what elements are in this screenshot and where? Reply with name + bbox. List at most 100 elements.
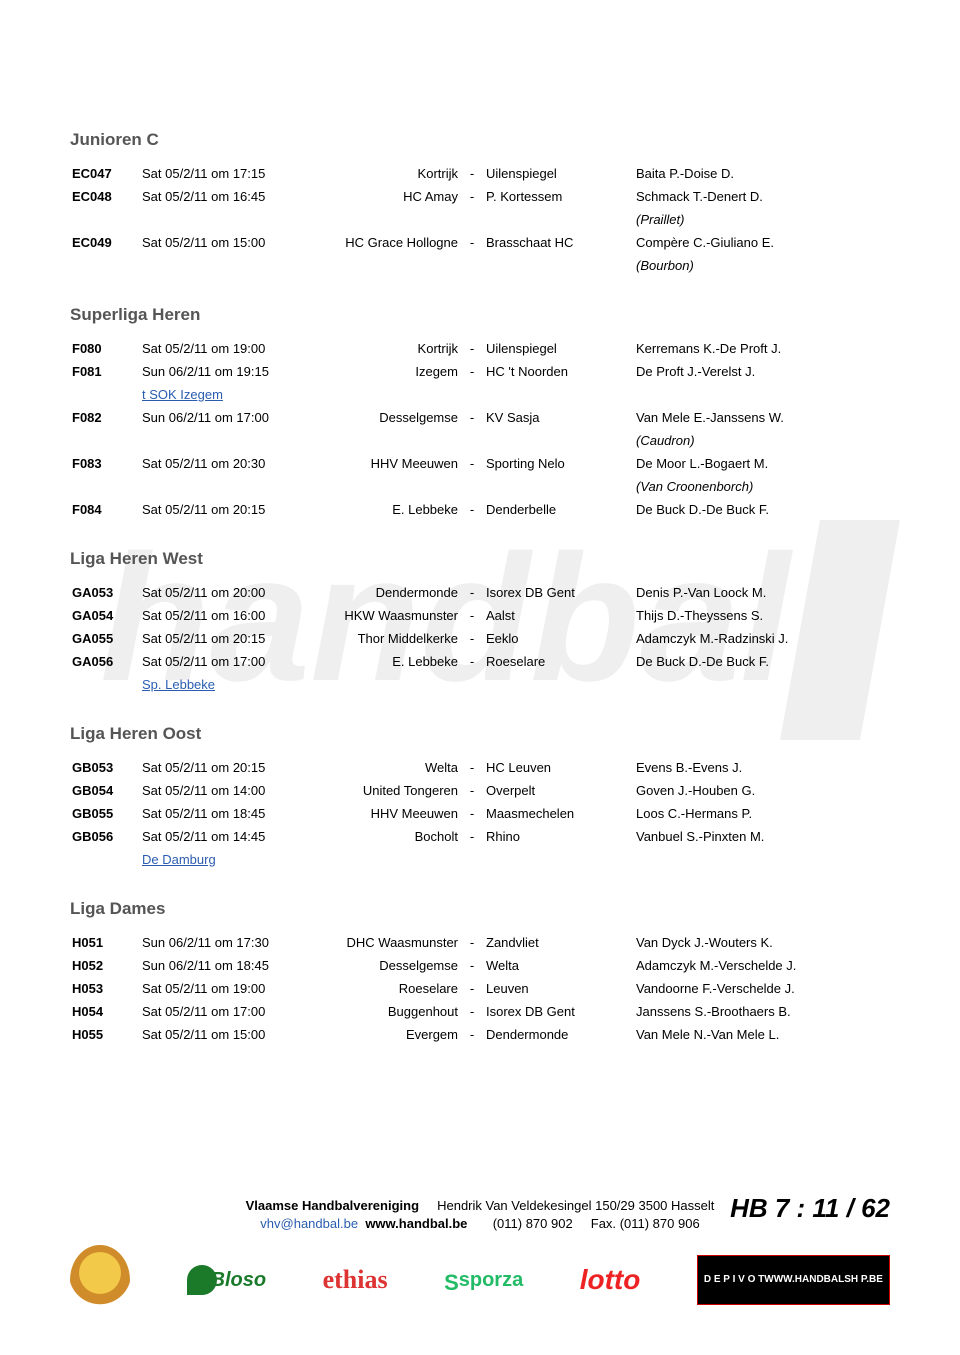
home-team: Desselgemse	[300, 406, 460, 429]
table-row: (Van Croonenborch)	[70, 475, 890, 498]
away-team	[484, 383, 634, 406]
separator	[460, 383, 484, 406]
match-code: H051	[70, 931, 140, 954]
match-datetime	[140, 475, 300, 498]
away-team: Isorex DB Gent	[484, 1000, 634, 1023]
separator: -	[460, 185, 484, 208]
match-datetime: Sun 06/2/11 om 19:15	[140, 360, 300, 383]
referees: Kerremans K.-De Proft J.	[634, 337, 890, 360]
separator: -	[460, 1023, 484, 1046]
separator: -	[460, 802, 484, 825]
away-team: Welta	[484, 954, 634, 977]
match-datetime	[140, 208, 300, 231]
match-code: EC049	[70, 231, 140, 254]
match-code: GB053	[70, 756, 140, 779]
match-code	[70, 208, 140, 231]
table-row: F082Sun 06/2/11 om 17:00Desselgemse-KV S…	[70, 406, 890, 429]
section-title: Liga Dames	[70, 899, 890, 919]
match-code: F083	[70, 452, 140, 475]
footer-email[interactable]: vhv@handbal.be	[260, 1216, 358, 1231]
referees: (Caudron)	[634, 429, 890, 452]
referees: Thijs D.-Theyssens S.	[634, 604, 890, 627]
table-row: GB054Sat 05/2/11 om 14:00United Tongeren…	[70, 779, 890, 802]
match-datetime: Sat 05/2/11 om 20:30	[140, 452, 300, 475]
home-team: Evergem	[300, 1023, 460, 1046]
away-team	[484, 475, 634, 498]
table-row: De Damburg	[70, 848, 890, 871]
match-code	[70, 429, 140, 452]
away-team: Brasschaat HC	[484, 231, 634, 254]
referees: De Proft J.-Verelst J.	[634, 360, 890, 383]
separator: -	[460, 231, 484, 254]
away-team: Leuven	[484, 977, 634, 1000]
away-team: Dendermonde	[484, 1023, 634, 1046]
separator: -	[460, 650, 484, 673]
separator	[460, 254, 484, 277]
sporza-logo: Ssporza	[444, 1255, 523, 1305]
footer-web[interactable]: www.handbal.be	[365, 1216, 467, 1231]
home-team: Welta	[300, 756, 460, 779]
match-code	[70, 673, 140, 696]
home-team: E. Lebbeke	[300, 498, 460, 521]
referees: Schmack T.-Denert D.	[634, 185, 890, 208]
ethias-logo: ethias	[323, 1255, 388, 1305]
away-team	[484, 429, 634, 452]
referees	[634, 848, 890, 871]
referees: Adamczyk M.-Verschelde J.	[634, 954, 890, 977]
table-row: F084Sat 05/2/11 om 20:15E. Lebbeke-Dende…	[70, 498, 890, 521]
match-datetime: Sat 05/2/11 om 14:45	[140, 825, 300, 848]
away-team: HC 't Noorden	[484, 360, 634, 383]
separator: -	[460, 337, 484, 360]
separator: -	[460, 581, 484, 604]
footer-logos: Bloso ethias Ssporza lotto D E P I V O T…	[70, 1245, 890, 1315]
venue-link[interactable]: Sp. Lebbeke	[140, 673, 300, 696]
away-team: Zandvliet	[484, 931, 634, 954]
referees: De Buck D.-De Buck F.	[634, 650, 890, 673]
section-title: Liga Heren West	[70, 549, 890, 569]
table-row: H054Sat 05/2/11 om 17:00Buggenhout-Isore…	[70, 1000, 890, 1023]
separator	[460, 208, 484, 231]
referees: Baita P.-Doise D.	[634, 162, 890, 185]
match-code: F080	[70, 337, 140, 360]
away-team: KV Sasja	[484, 406, 634, 429]
match-datetime: Sun 06/2/11 om 17:30	[140, 931, 300, 954]
referees: Van Mele N.-Van Mele L.	[634, 1023, 890, 1046]
match-code: H055	[70, 1023, 140, 1046]
venue-link[interactable]: De Damburg	[140, 848, 300, 871]
match-code: EC048	[70, 185, 140, 208]
referees: Compère C.-Giuliano E.	[634, 231, 890, 254]
referees: Vanbuel S.-Pinxten M.	[634, 825, 890, 848]
home-team: Dendermonde	[300, 581, 460, 604]
match-code: F082	[70, 406, 140, 429]
match-code: GA054	[70, 604, 140, 627]
table-row: F083Sat 05/2/11 om 20:30HHV Meeuwen-Spor…	[70, 452, 890, 475]
away-team: Aalst	[484, 604, 634, 627]
table-row: t SOK Izegem	[70, 383, 890, 406]
home-team	[300, 429, 460, 452]
table-row: GB056Sat 05/2/11 om 14:45Bocholt-RhinoVa…	[70, 825, 890, 848]
match-code: GA056	[70, 650, 140, 673]
separator: -	[460, 360, 484, 383]
page-footer: HB 7 : 11 / 62 Vlaamse Handbalvereniging…	[70, 1197, 890, 1315]
separator: -	[460, 627, 484, 650]
home-team: E. Lebbeke	[300, 650, 460, 673]
away-team	[484, 673, 634, 696]
away-team: Overpelt	[484, 779, 634, 802]
home-team: HC Amay	[300, 185, 460, 208]
table-row: EC049Sat 05/2/11 om 15:00HC Grace Hollog…	[70, 231, 890, 254]
away-team	[484, 208, 634, 231]
away-team: Sporting Nelo	[484, 452, 634, 475]
away-team: Roeselare	[484, 650, 634, 673]
match-code: H052	[70, 954, 140, 977]
schedule-sections: Junioren CEC047Sat 05/2/11 om 17:15Kortr…	[70, 130, 890, 1046]
venue-link[interactable]: t SOK Izegem	[140, 383, 300, 406]
separator: -	[460, 756, 484, 779]
match-code: GB055	[70, 802, 140, 825]
table-row: GB055Sat 05/2/11 om 18:45HHV Meeuwen-Maa…	[70, 802, 890, 825]
table-row: GA054Sat 05/2/11 om 16:00HKW Waasmunster…	[70, 604, 890, 627]
match-datetime: Sat 05/2/11 om 20:15	[140, 756, 300, 779]
referees: Goven J.-Houben G.	[634, 779, 890, 802]
referees: De Buck D.-De Buck F.	[634, 498, 890, 521]
table-row: H051Sun 06/2/11 om 17:30DHC Waasmunster-…	[70, 931, 890, 954]
match-code	[70, 848, 140, 871]
